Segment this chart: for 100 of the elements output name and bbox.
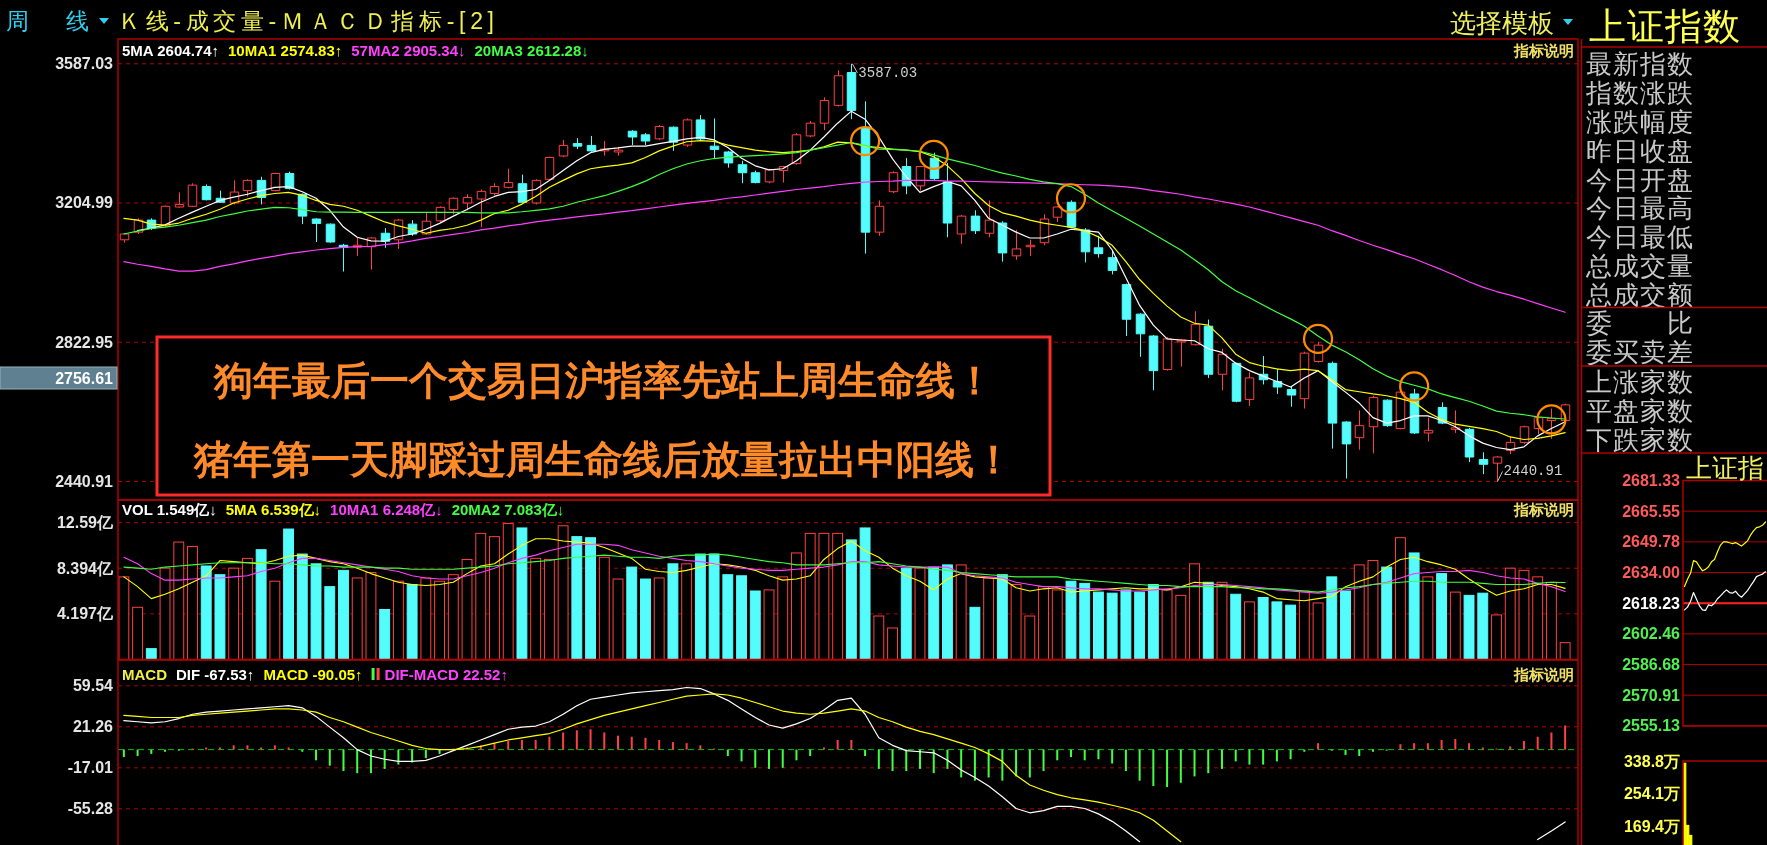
bar (905, 749, 908, 772)
bar (1189, 563, 1200, 660)
text: 委 比 (1586, 309, 1694, 339)
bar (1289, 749, 1292, 760)
bar (1024, 615, 1036, 660)
text: 总成交额 (1585, 281, 1694, 311)
text: 昨日收盘 (1586, 136, 1694, 166)
y-tick-label: 2634.00 (1622, 564, 1681, 582)
y-tick-label: -17.01 (67, 759, 114, 777)
bar (832, 532, 844, 660)
bar (873, 615, 885, 660)
line-series (123, 693, 1182, 843)
line-series (1683, 571, 1767, 612)
bar (356, 749, 359, 774)
bar (1015, 749, 1018, 777)
bar (973, 749, 976, 781)
bar (850, 739, 853, 750)
y-tick-label: 2618.23 (1622, 594, 1681, 612)
bar (1262, 749, 1265, 765)
bar (589, 729, 592, 750)
bar (273, 745, 276, 750)
y-tick-label: 2649.78 (1622, 533, 1681, 551)
point (1536, 404, 1567, 435)
bar (571, 536, 583, 660)
text: 2756.61 (55, 369, 114, 387)
bar (960, 749, 963, 778)
bar (296, 553, 308, 660)
bar (1093, 591, 1104, 660)
line-series (123, 538, 1566, 602)
bar (534, 739, 537, 750)
bar (1463, 594, 1475, 660)
bar (626, 566, 638, 660)
bar (434, 580, 446, 660)
bar (1326, 576, 1338, 660)
bar (1106, 592, 1118, 660)
bar (1042, 749, 1045, 772)
bar (1491, 614, 1502, 660)
bar (1545, 581, 1557, 660)
bar (900, 567, 912, 660)
point (1399, 371, 1430, 402)
bar (1051, 589, 1063, 660)
bar (699, 745, 702, 750)
bar (260, 747, 263, 750)
bar (118, 576, 130, 660)
chart-title: Ｋ线-成交量-ＭＡＣＤ指标-[2] (118, 8, 494, 34)
bar (919, 749, 921, 769)
bar (877, 749, 880, 769)
bar (187, 545, 198, 660)
bar (159, 567, 171, 660)
bar (1134, 591, 1146, 660)
bar (818, 532, 830, 660)
bar (557, 525, 569, 660)
bar (1234, 749, 1237, 762)
bar (942, 564, 953, 660)
bar (122, 749, 125, 758)
text: 20MA3 2612.28↓ (474, 42, 589, 59)
bar (845, 539, 857, 660)
bar (241, 557, 253, 660)
bar (1243, 601, 1255, 660)
bar (232, 745, 235, 750)
y-tick-label: 2602.46 (1622, 625, 1681, 643)
bar (612, 578, 624, 660)
annotation: 3587.03 (858, 64, 918, 81)
text: 5MA 2604.74↑ (122, 42, 220, 59)
bar (383, 749, 386, 769)
bar (475, 532, 487, 660)
bar (301, 749, 304, 752)
bar (1518, 569, 1530, 660)
bar (726, 749, 729, 757)
text: VOL 1.549亿↓ (122, 501, 217, 518)
bar (1079, 582, 1091, 660)
bar (1312, 602, 1324, 660)
bar (173, 541, 185, 660)
bar (1216, 581, 1228, 660)
bar (1436, 573, 1448, 660)
bar (946, 749, 949, 769)
bar (1028, 749, 1031, 778)
bar (315, 749, 318, 761)
bar (269, 580, 281, 660)
chart-subtitle: 周 线 (6, 8, 96, 34)
text: 下跌家数 (1586, 426, 1694, 456)
bar (406, 583, 418, 660)
bar (809, 749, 812, 757)
y-tick-label: 3204.99 (55, 194, 114, 212)
text: 上涨家数 (1586, 368, 1694, 398)
bar (1564, 725, 1567, 750)
text: 今日最高 (1586, 194, 1694, 224)
bar (891, 749, 894, 772)
bar (1481, 747, 1484, 750)
annotation: 指标说明 (1513, 42, 1574, 59)
line-series (1683, 521, 1767, 588)
bar (1477, 592, 1489, 660)
bar (338, 569, 349, 660)
bar (1001, 749, 1004, 781)
bar (791, 552, 802, 660)
bar (1010, 583, 1022, 660)
text: 选择模板 (1450, 8, 1554, 38)
bar (804, 532, 816, 660)
bar (781, 749, 784, 768)
annotation: 猪年第一天脚踩过周生命线后放量拉出中阳线！ (193, 438, 1013, 481)
